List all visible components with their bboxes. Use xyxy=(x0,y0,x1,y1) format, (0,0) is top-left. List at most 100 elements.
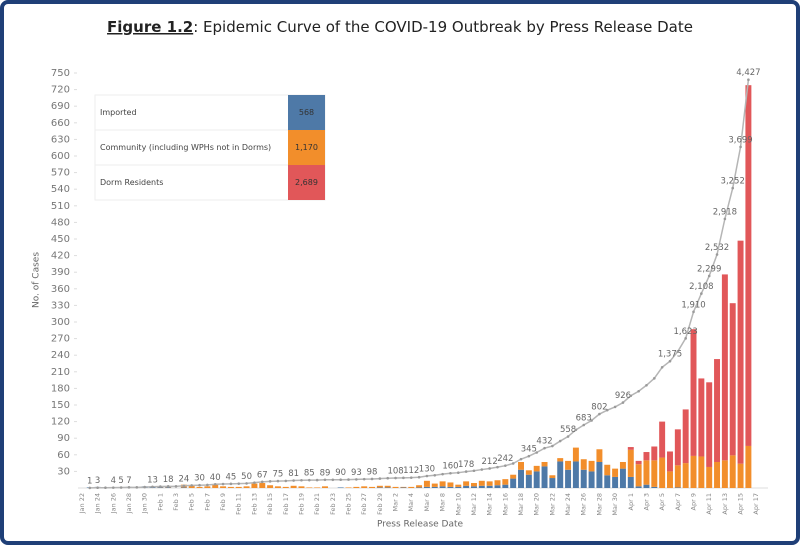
bar xyxy=(298,486,305,488)
bar xyxy=(376,487,383,488)
cumulative-label: 98 xyxy=(367,467,378,477)
cumulative-point xyxy=(284,479,288,483)
x-tick-label: Feb 13 xyxy=(250,493,258,515)
bar xyxy=(180,487,187,488)
cumulative-point xyxy=(739,145,742,149)
bar xyxy=(423,480,430,487)
bar xyxy=(337,487,344,488)
cumulative-point xyxy=(456,471,460,474)
legend-total: 2,689 xyxy=(295,178,318,187)
cumulative-point xyxy=(707,274,711,278)
y-tick-label: 180 xyxy=(51,383,70,394)
y-tick-label: 660 xyxy=(51,118,70,129)
x-tick-label: Mar 12 xyxy=(470,493,478,516)
x-tick-label: Feb 25 xyxy=(345,493,353,515)
cumulative-point xyxy=(692,310,695,314)
cumulative-point xyxy=(347,478,350,481)
bar xyxy=(510,474,517,479)
bar xyxy=(588,460,595,472)
cumulative-label: 926 xyxy=(615,391,631,401)
cumulative-point xyxy=(480,468,484,471)
bar xyxy=(580,469,587,488)
cumulative-label: 2,108 xyxy=(689,282,713,292)
cumulative-point xyxy=(409,476,413,479)
cumulative-point xyxy=(660,365,664,369)
cumulative-point xyxy=(276,479,280,483)
cumulative-point xyxy=(362,477,366,481)
bar xyxy=(659,457,666,488)
bar xyxy=(706,382,713,467)
x-tick-label: Feb 7 xyxy=(203,493,211,511)
y-tick-label: 30 xyxy=(57,466,70,477)
cumulative-point xyxy=(206,483,209,487)
bar xyxy=(729,303,736,456)
bar xyxy=(698,456,705,488)
bar xyxy=(518,461,524,470)
legend-total: 1,170 xyxy=(295,143,318,152)
bar xyxy=(690,455,697,488)
bar xyxy=(596,461,603,488)
bar xyxy=(494,480,501,486)
bar xyxy=(423,486,430,488)
y-tick-label: 510 xyxy=(51,201,70,212)
bar xyxy=(643,460,650,485)
x-tick-label: Apr 5 xyxy=(658,493,666,510)
bar xyxy=(674,487,681,488)
legend-label: Imported xyxy=(100,108,137,117)
cumulative-point xyxy=(182,484,186,488)
cumulative-point xyxy=(394,476,397,480)
bar xyxy=(729,455,736,488)
cumulative-label: 242 xyxy=(497,454,513,464)
bar xyxy=(714,359,721,462)
bar xyxy=(604,464,611,476)
bar xyxy=(651,446,658,461)
cumulative-point xyxy=(245,482,248,485)
bar xyxy=(227,486,234,488)
x-tick-label: Apr 9 xyxy=(690,493,698,510)
cumulative-point xyxy=(731,186,735,190)
bar xyxy=(486,485,493,488)
cumulative-point xyxy=(582,423,586,427)
bar xyxy=(314,487,321,488)
cumulative-label: 4,427 xyxy=(736,68,760,78)
x-tick-label: Apr 17 xyxy=(752,493,760,515)
bar xyxy=(596,449,603,462)
x-tick-label: Feb 9 xyxy=(219,493,227,511)
bar xyxy=(267,485,274,488)
x-tick-label: Mar 8 xyxy=(439,493,447,511)
bar xyxy=(643,452,650,461)
x-tick-label: Feb 17 xyxy=(282,493,290,515)
x-tick-label: Feb 29 xyxy=(376,493,384,515)
bar xyxy=(627,449,634,477)
bar xyxy=(431,486,438,488)
bar xyxy=(463,481,470,486)
bar xyxy=(627,447,634,450)
bar xyxy=(651,460,658,487)
x-tick-label: Mar 4 xyxy=(407,493,415,511)
bar xyxy=(659,421,666,458)
cumulative-point xyxy=(715,253,719,256)
cumulative-point xyxy=(355,478,358,481)
bar xyxy=(518,469,524,488)
cumulative-label: 2,299 xyxy=(697,264,721,274)
bar xyxy=(455,486,462,488)
bar xyxy=(745,85,752,446)
bar xyxy=(721,460,728,488)
bar xyxy=(204,486,211,488)
bar xyxy=(549,475,556,479)
cumulative-point xyxy=(190,484,193,487)
bar xyxy=(674,429,681,466)
cumulative-label: 7 xyxy=(126,476,131,486)
cumulative-label: 558 xyxy=(560,425,576,435)
bar xyxy=(721,274,728,461)
cumulative-point xyxy=(370,477,374,481)
cumulative-label: 5 xyxy=(118,476,123,486)
cumulative-label: 130 xyxy=(419,465,435,475)
y-tick-label: 750 xyxy=(51,68,70,79)
cumulative-label: 2,532 xyxy=(705,243,729,253)
x-tick-label: Mar 20 xyxy=(533,493,541,516)
bar xyxy=(478,485,485,488)
bar xyxy=(408,486,415,488)
x-tick-label: Feb 1 xyxy=(156,493,164,511)
